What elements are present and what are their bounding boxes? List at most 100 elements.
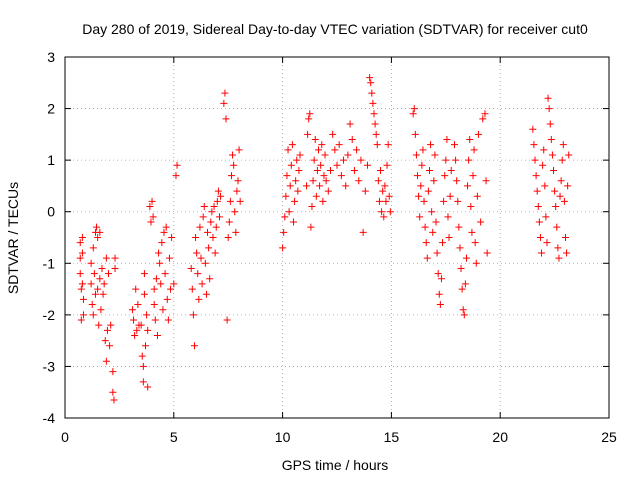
data-point — [535, 218, 543, 226]
data-point — [464, 182, 472, 190]
y-tick-label: -4 — [43, 410, 56, 426]
data-point — [231, 208, 239, 216]
data-point — [479, 115, 487, 123]
data-point — [200, 203, 208, 211]
data-point — [318, 141, 326, 149]
data-point — [555, 254, 563, 262]
data-point — [531, 156, 539, 164]
data-point — [372, 130, 380, 138]
data-point — [224, 234, 232, 241]
data-point — [469, 172, 477, 180]
data-point — [443, 136, 451, 144]
data-point — [170, 280, 178, 288]
data-point — [466, 136, 474, 144]
data-point — [557, 177, 565, 185]
data-point — [204, 228, 212, 236]
data-point — [137, 321, 145, 329]
data-point — [213, 197, 221, 205]
data-point — [202, 290, 210, 298]
data-point — [97, 306, 105, 314]
data-point — [481, 110, 489, 118]
data-point — [76, 270, 84, 278]
data-point — [363, 161, 371, 169]
data-point — [335, 141, 343, 149]
data-point — [149, 213, 157, 221]
data-point — [286, 182, 294, 190]
data-point — [459, 306, 467, 314]
data-point — [342, 182, 350, 190]
data-point — [540, 146, 548, 154]
data-point — [162, 223, 170, 231]
data-point — [312, 192, 320, 200]
data-point — [311, 136, 319, 144]
data-point — [420, 197, 428, 205]
data-point — [76, 239, 84, 247]
data-point — [128, 306, 136, 314]
data-point — [378, 208, 386, 216]
data-point — [529, 125, 537, 133]
data-point — [471, 239, 479, 247]
data-point — [107, 321, 115, 329]
data-point — [357, 156, 365, 164]
data-point — [465, 156, 473, 164]
data-point — [431, 151, 439, 159]
data-point — [212, 223, 220, 231]
data-point — [234, 177, 242, 185]
data-point — [564, 182, 572, 190]
data-point — [368, 89, 376, 97]
data-point — [291, 197, 299, 205]
data-point — [279, 244, 287, 252]
data-point — [283, 172, 291, 180]
data-point — [377, 166, 385, 174]
data-point — [194, 270, 202, 278]
data-point — [359, 228, 367, 236]
data-point — [293, 156, 301, 164]
data-point — [158, 239, 166, 247]
data-point — [427, 141, 435, 149]
data-point — [295, 166, 303, 174]
data-point — [322, 177, 330, 185]
data-point — [173, 161, 181, 169]
data-point — [366, 74, 374, 82]
data-point — [296, 151, 304, 159]
data-point — [99, 290, 107, 298]
data-point — [193, 249, 201, 257]
data-point — [542, 213, 550, 221]
data-point — [553, 223, 561, 231]
data-point — [77, 285, 85, 293]
data-point — [199, 213, 207, 221]
data-point — [386, 208, 394, 216]
y-tick-label: -3 — [43, 358, 56, 374]
data-point — [446, 192, 454, 200]
plot-frame — [64, 56, 610, 419]
data-point — [373, 141, 381, 149]
data-point — [225, 218, 233, 226]
data-point — [444, 213, 452, 221]
data-point — [96, 228, 104, 236]
y-tick-label: 3 — [47, 49, 55, 65]
data-point — [163, 295, 171, 303]
data-point — [329, 130, 337, 138]
data-point — [304, 130, 312, 138]
data-point — [189, 311, 197, 319]
data-point — [346, 120, 354, 128]
data-point — [147, 218, 155, 226]
data-point — [111, 264, 119, 272]
data-point — [331, 146, 339, 154]
data-point — [371, 120, 379, 128]
data-point — [105, 270, 113, 278]
data-point — [197, 254, 205, 262]
data-point — [565, 151, 573, 159]
data-point — [458, 285, 466, 293]
data-point — [473, 192, 481, 200]
data-point — [462, 254, 470, 262]
data-point — [367, 79, 375, 87]
data-point — [100, 280, 108, 288]
data-point — [563, 249, 571, 257]
data-point — [546, 120, 554, 128]
data-point — [560, 197, 568, 205]
data-point — [536, 234, 544, 241]
data-point — [144, 383, 152, 391]
data-point — [167, 285, 175, 293]
